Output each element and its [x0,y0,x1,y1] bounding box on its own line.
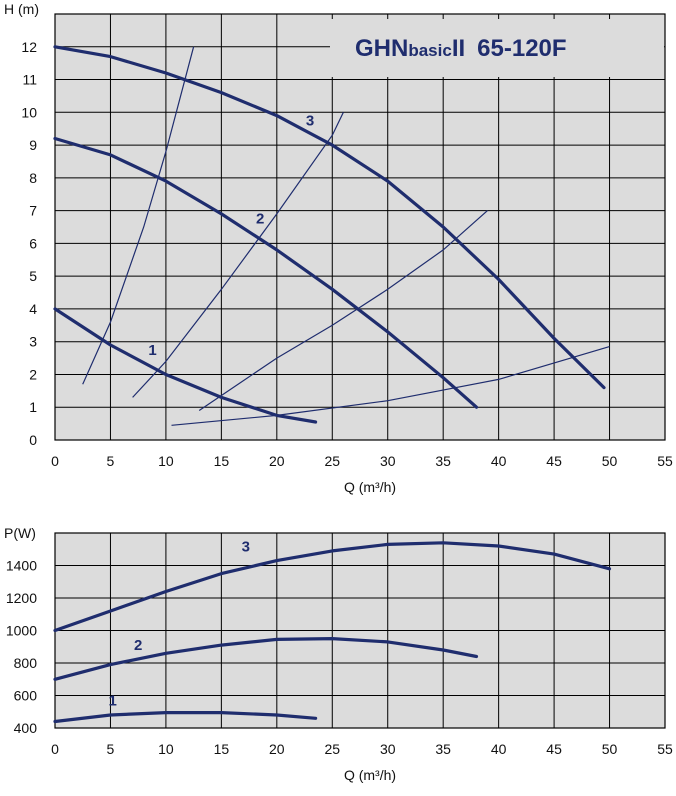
x-tick-label: 5 [107,453,115,469]
x-tick-label: 0 [51,741,59,757]
series-line-3 [53,541,612,633]
system-curve [171,346,610,426]
curve-label: 1 [148,342,156,359]
title-text: GHNbasicII 65-120F [355,35,567,62]
x-tick-label: 30 [380,741,396,757]
system-curve [198,210,488,411]
curve-label: 2 [134,637,142,654]
x-tick-label: 20 [269,741,285,757]
x-axis-label: Q (m³/h) [344,479,396,495]
y-tick-label: 9 [29,137,37,153]
plot-frame [54,13,666,441]
series-line-1 [53,711,318,724]
title-model: 65-120F [477,35,566,62]
x-tick-label: 55 [657,741,673,757]
x-tick-label: 5 [107,741,115,757]
system-curve [132,112,344,398]
x-tick-label: 50 [602,741,618,757]
x-tick-label: 55 [657,453,673,469]
y-axis-label: H (m) [4,1,39,17]
y-tick-label: 10 [21,104,37,120]
x-tick-label: 45 [546,453,562,469]
title-background [330,19,664,77]
x-tick-label: 40 [491,741,507,757]
curve-label: 2 [256,211,264,228]
x-tick-label: 10 [158,453,174,469]
curve-label: 3 [306,112,314,129]
chart-title: GHNbasicII 65-120F [330,19,664,77]
y-tick-label: 0 [29,432,37,448]
y-tick-label: 3 [29,334,37,350]
series-line-2 [53,637,479,681]
y-tick-label: 400 [14,720,38,736]
x-tick-label: 15 [214,741,230,757]
series-line-3 [53,45,606,390]
y-tick-label: 8 [29,170,37,186]
title-main: GHN [355,35,408,62]
y-tick-label: 4 [29,301,37,317]
x-tick-label: 50 [602,453,618,469]
x-tick-label: 0 [51,453,59,469]
plot-area [55,14,665,440]
system-curve [82,46,195,385]
x-tick-label: 40 [491,453,507,469]
x-tick-label: 45 [546,741,562,757]
y-axis-label: P(W) [4,525,36,541]
x-tick-label: 25 [324,453,340,469]
x-tick-label: 25 [324,741,340,757]
y-tick-label: 1400 [6,558,37,574]
y-tick-label: 12 [21,39,37,55]
y-tick-label: 7 [29,203,37,219]
x-tick-label: 35 [435,453,451,469]
y-tick-label: 1200 [6,590,37,606]
y-tick-label: 5 [29,268,37,284]
head-curve-panel: 0 5 10 15 20 25 30 35 40 45 50 550123456789101112H … [4,1,673,495]
series-line-2 [53,136,479,409]
y-tick-label: 11 [22,72,37,88]
y-tick-label: 6 [29,235,37,251]
y-tick-label: 2 [29,366,37,382]
y-tick-label: 800 [14,655,38,671]
series-line-1 [53,307,318,424]
x-tick-label: 20 [269,453,285,469]
x-tick-label: 30 [380,453,396,469]
curve-label: 3 [242,539,250,556]
x-axis-label: Q (m³/h) [344,767,396,783]
power-curve-panel: 0 5 10 15 20 25 30 35 40 45 50 55 400 600 800 1000 1200 1… [4,525,673,783]
y-tick-label: 1000 [6,623,37,639]
curve-label: 1 [109,692,117,709]
title-sub: basic [408,41,451,60]
x-tick-label: 15 [214,453,230,469]
title-roman: II [452,35,465,62]
y-tick-label: 600 [14,688,38,704]
x-tick-label: 35 [435,741,451,757]
y-tick-label: 1 [29,399,37,415]
x-tick-label: 10 [158,741,174,757]
